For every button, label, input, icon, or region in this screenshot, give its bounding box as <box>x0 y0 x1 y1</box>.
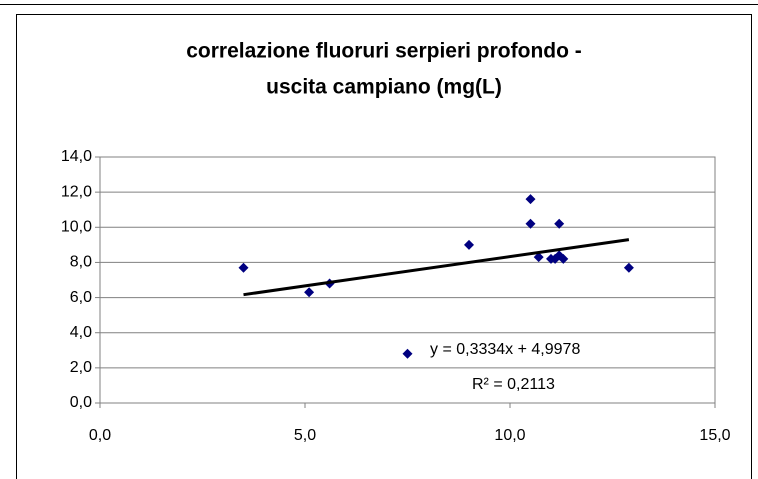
point <box>525 194 536 205</box>
trendline-equation: y = 0,3334x + 4,9978 <box>430 341 580 358</box>
point <box>623 262 634 273</box>
x-tick-label: 10,0 <box>494 427 525 444</box>
x-tick-label: 15,0 <box>699 427 730 444</box>
r-squared: R² = 0,2113 <box>472 376 555 393</box>
point <box>238 262 249 273</box>
y-tick-label: 2,0 <box>70 359 92 376</box>
point <box>464 239 474 250</box>
y-tick-label: 8,0 <box>70 254 92 271</box>
chart-border <box>16 14 752 479</box>
plot-border <box>99 156 716 404</box>
chart-title: uscita campiano (mg(L) <box>266 76 502 99</box>
y-tick-label: 14,0 <box>61 148 92 165</box>
point <box>304 287 315 298</box>
y-tick-label: 12,0 <box>61 183 92 200</box>
chart-title: correlazione fluoruri serpieri profondo … <box>186 40 582 63</box>
x-tick-label: 5,0 <box>294 427 316 444</box>
point <box>525 218 536 229</box>
point <box>402 348 413 359</box>
point <box>533 252 544 263</box>
x-tick-label: 0,0 <box>89 427 111 444</box>
trendline <box>243 238 630 297</box>
point <box>558 253 569 264</box>
y-tick-label: 0,0 <box>70 394 92 411</box>
point <box>550 253 561 264</box>
y-tick-label: 10,0 <box>61 219 92 236</box>
y-tick-label: 4,0 <box>70 324 92 341</box>
y-tick-label: 6,0 <box>70 289 92 306</box>
point <box>554 218 565 229</box>
